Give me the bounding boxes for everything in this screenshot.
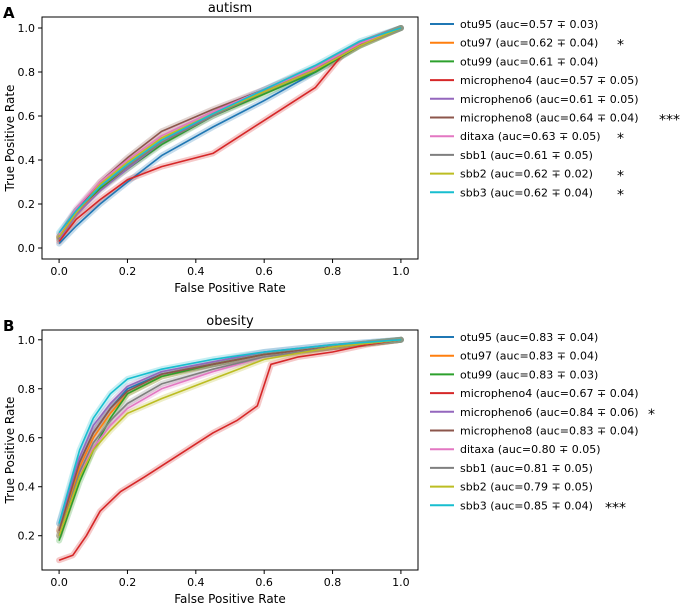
legend-entry: otu97 (auc=0.62 ∓ 0.04): [460, 37, 598, 50]
series-line-8: [58, 339, 401, 536]
series-band-6: [56, 25, 404, 240]
legend-entry: sbb2 (auc=0.62 ∓ 0.02): [460, 168, 593, 181]
legend-entry: ditaxa (auc=0.63 ∓ 0.05): [460, 130, 601, 143]
x-tick-label: 0.4: [187, 576, 205, 589]
x-tick-label: 0.0: [50, 265, 68, 278]
y-axis-label: True Positive Rate: [3, 397, 17, 505]
legend-entry: micropheno6 (auc=0.84 ∓ 0.06): [460, 406, 639, 419]
significance-marker: *: [617, 131, 624, 147]
legend-entry: otu99 (auc=0.83 ∓ 0.03): [460, 368, 598, 381]
series-band-7: [56, 25, 404, 238]
significance-marker: ***: [605, 500, 626, 516]
series-line-10: [58, 339, 401, 524]
legend-entry: sbb2 (auc=0.79 ∓ 0.05): [460, 481, 593, 494]
y-axis-label: True Positive Rate: [3, 85, 17, 193]
series-line-4: [58, 339, 402, 561]
series-line-6: [58, 27, 402, 238]
legend: otu95 (auc=0.57 ∓ 0.03) otu97 (auc=0.62 ∓…: [430, 18, 680, 203]
legend-entry: otu97 (auc=0.83 ∓ 0.04): [460, 350, 598, 363]
y-tick-label: 0.6: [18, 110, 36, 123]
plot-frame: [41, 16, 419, 260]
y-tick-label: 0.0: [18, 242, 36, 255]
legend-entry: micropheno4 (auc=0.67 ∓ 0.04): [460, 387, 639, 400]
significance-marker: *: [617, 38, 624, 54]
series-line-5: [58, 27, 402, 240]
series-band-4: [56, 25, 404, 245]
series-line-8: [58, 27, 402, 238]
legend-entry: otu99 (auc=0.61 ∓ 0.04): [460, 55, 598, 68]
series-line-9: [58, 339, 401, 536]
x-tick-label: 0.2: [119, 576, 137, 589]
legend-entry: sbb3 (auc=0.85 ∓ 0.04): [460, 499, 593, 512]
significance-marker: ***: [659, 113, 680, 129]
series-line-9: [58, 27, 402, 238]
chart-title: obesity: [206, 314, 254, 329]
series-line-6: [58, 339, 401, 532]
y-tick-label: 0.8: [18, 66, 36, 79]
legend-entry: micropheno4 (auc=0.57 ∓ 0.05): [460, 74, 639, 87]
significance-marker: *: [617, 187, 624, 203]
y-tick-label: 1.0: [18, 334, 36, 347]
series-band-8: [56, 25, 404, 240]
series-band-2: [56, 25, 404, 240]
legend-entry: sbb1 (auc=0.81 ∓ 0.05): [460, 462, 593, 475]
series-line-1: [58, 27, 402, 245]
legend-entry: micropheno8 (auc=0.64 ∓ 0.04): [460, 112, 639, 125]
legend-entry: otu95 (auc=0.57 ∓ 0.03): [460, 18, 598, 31]
x-tick-label: 0.4: [187, 265, 205, 278]
y-tick-label: 0.8: [18, 383, 36, 396]
series-band-9: [56, 25, 404, 240]
x-axis-label: False Positive Rate: [174, 592, 286, 606]
legend: otu95 (auc=0.83 ∓ 0.04) otu97 (auc=0.83 ∓…: [430, 331, 655, 516]
x-tick-label: 0.8: [324, 265, 342, 278]
x-tick-label: 0.6: [255, 576, 273, 589]
y-tick-label: 1.0: [18, 22, 36, 35]
series-band-7: [56, 336, 404, 539]
panel-label: A: [3, 4, 15, 22]
chart-title: autism: [208, 1, 252, 16]
y-tick-label: 0.2: [18, 198, 36, 211]
series-line-2: [58, 27, 402, 238]
significance-marker: *: [617, 169, 624, 185]
series-line-7: [58, 27, 402, 236]
x-tick-label: 1.0: [392, 576, 410, 589]
series-line-3: [58, 27, 402, 240]
y-tick-label: 0.4: [18, 481, 36, 494]
x-tick-label: 0.0: [50, 576, 68, 589]
legend-entry: micropheno6 (auc=0.61 ∓ 0.05): [460, 93, 639, 106]
series-line-10: [58, 27, 402, 234]
legend-entry: micropheno8 (auc=0.83 ∓ 0.04): [460, 425, 639, 438]
series-band-1: [56, 25, 404, 247]
x-tick-label: 1.0: [392, 265, 410, 278]
legend-entry: sbb1 (auc=0.61 ∓ 0.05): [460, 149, 593, 162]
x-tick-label: 0.2: [119, 265, 137, 278]
significance-marker: *: [648, 407, 655, 423]
y-tick-label: 0.6: [18, 432, 36, 445]
series-band-10: [56, 25, 404, 236]
x-tick-label: 0.6: [255, 265, 273, 278]
legend-entry: otu95 (auc=0.83 ∓ 0.04): [460, 331, 598, 344]
x-tick-label: 0.8: [324, 576, 342, 589]
y-tick-label: 0.4: [18, 154, 36, 167]
plot-frame: [41, 329, 419, 571]
series-band-5: [56, 25, 404, 243]
series-band-3: [56, 25, 404, 243]
legend-entry: ditaxa (auc=0.80 ∓ 0.05): [460, 443, 601, 456]
x-axis-label: False Positive Rate: [174, 281, 286, 295]
panel-label: B: [3, 317, 14, 335]
legend-entry: sbb3 (auc=0.62 ∓ 0.04): [460, 186, 593, 199]
series-line-4: [58, 27, 402, 242]
y-tick-label: 0.2: [18, 530, 36, 543]
